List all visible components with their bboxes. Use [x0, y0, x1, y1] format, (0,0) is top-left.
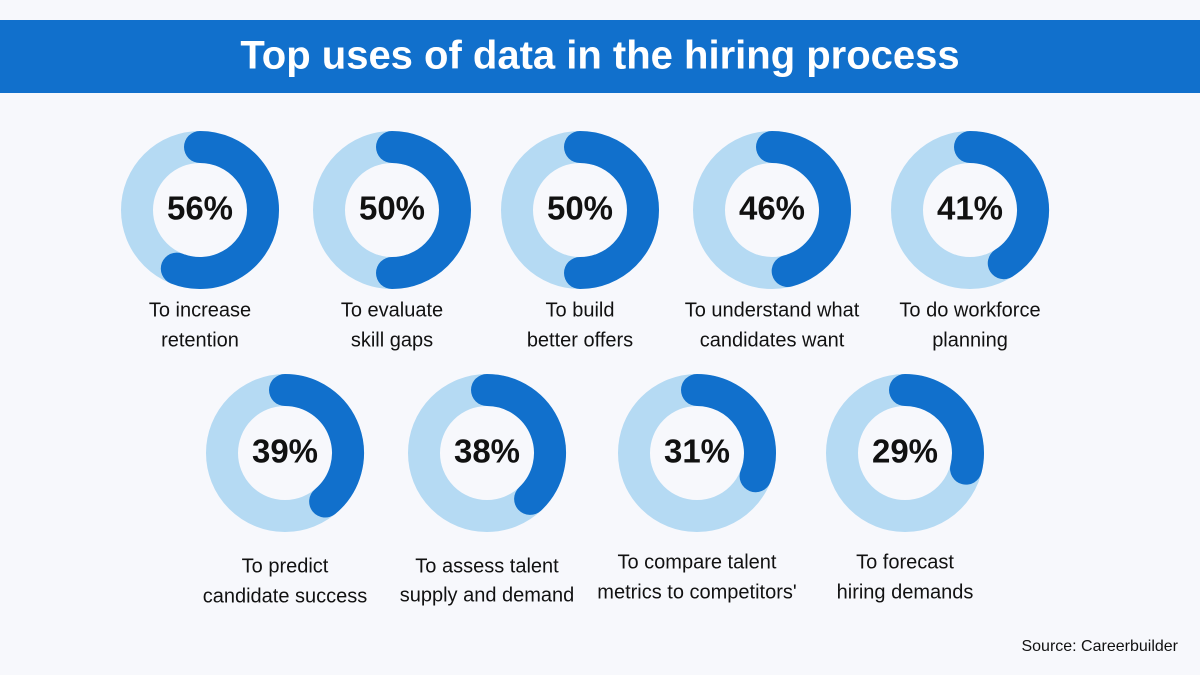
category-label: To forecast — [856, 551, 954, 573]
category-label: candidate success — [203, 585, 368, 607]
category-label: To increase — [149, 299, 251, 321]
source: Source: Careerbuilder — [1021, 638, 1178, 655]
donut-arc — [269, 374, 364, 518]
donut-arc — [471, 374, 566, 515]
category-label: hiring demands — [837, 581, 974, 603]
category-label: To evaluate — [341, 299, 443, 321]
category-label: supply and demand — [400, 584, 575, 606]
title: Top uses of data in the hiring process — [240, 34, 959, 78]
value-label: 46% — [739, 190, 805, 227]
donut-arc — [756, 131, 851, 288]
category-label: planning — [932, 329, 1008, 351]
category-label: To compare talent — [618, 551, 777, 573]
value-label: 38% — [454, 433, 520, 470]
donut-arc — [681, 374, 776, 493]
category-label: better offers — [527, 329, 633, 351]
donut-arc — [889, 374, 984, 485]
donut-arc — [564, 131, 659, 289]
donut-arc — [160, 131, 279, 289]
donut-arc — [376, 131, 471, 289]
value-label: 50% — [547, 190, 613, 227]
category-label: To assess talent — [415, 555, 559, 577]
category-label: candidates want — [700, 329, 845, 351]
category-label: To predict — [242, 555, 329, 577]
value-label: 56% — [167, 190, 233, 227]
donut-arc — [954, 131, 1049, 280]
category-label: metrics to competitors' — [597, 581, 796, 603]
category-label: To do workforce — [899, 299, 1040, 321]
value-label: 50% — [359, 190, 425, 227]
category-label: To build — [546, 299, 615, 321]
header-band — [0, 20, 1200, 93]
value-label: 39% — [252, 433, 318, 470]
value-label: 31% — [664, 433, 730, 470]
value-label: 41% — [937, 190, 1003, 227]
category-label: To understand what — [685, 299, 860, 321]
category-label: retention — [161, 329, 239, 351]
category-label: skill gaps — [351, 329, 433, 351]
value-label: 29% — [872, 433, 938, 470]
